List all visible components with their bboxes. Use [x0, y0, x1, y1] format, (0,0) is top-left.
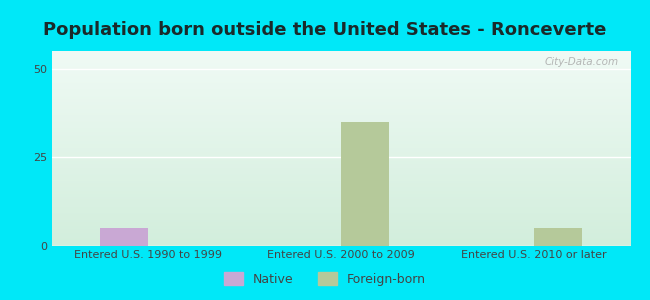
Text: Population born outside the United States - Ronceverte: Population born outside the United State… [44, 21, 606, 39]
Bar [534, 228, 582, 246]
Text: City-Data.com: City-Data.com [545, 57, 619, 67]
Legend: Native, Foreign-born: Native, Foreign-born [219, 267, 431, 291]
Bar [341, 122, 389, 246]
Bar [100, 228, 148, 246]
